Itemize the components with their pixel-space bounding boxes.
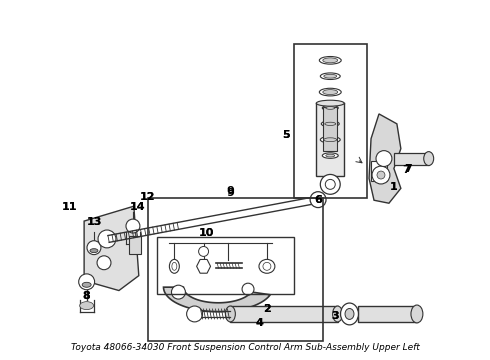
Text: 12: 12 bbox=[140, 192, 155, 202]
Bar bbox=[371, 161, 387, 181]
Text: 13: 13 bbox=[86, 217, 101, 227]
Ellipse shape bbox=[317, 100, 344, 106]
Bar bbox=[147, 198, 323, 341]
Polygon shape bbox=[84, 206, 139, 291]
Bar bbox=[294, 44, 367, 198]
Text: 6: 6 bbox=[314, 195, 322, 204]
Ellipse shape bbox=[322, 153, 338, 158]
Ellipse shape bbox=[341, 303, 359, 325]
Text: 8: 8 bbox=[83, 291, 91, 301]
Ellipse shape bbox=[80, 302, 94, 310]
Bar bbox=[230, 306, 338, 322]
Text: 7: 7 bbox=[404, 163, 412, 174]
Text: 2: 2 bbox=[263, 304, 271, 314]
Bar bbox=[317, 103, 344, 176]
Text: 12: 12 bbox=[140, 192, 155, 202]
Text: 4: 4 bbox=[256, 318, 264, 328]
Bar bbox=[323, 107, 337, 152]
Circle shape bbox=[126, 219, 140, 233]
Circle shape bbox=[320, 175, 340, 194]
Ellipse shape bbox=[424, 152, 434, 166]
Ellipse shape bbox=[323, 90, 338, 95]
Ellipse shape bbox=[324, 138, 337, 141]
Circle shape bbox=[376, 150, 392, 167]
Circle shape bbox=[242, 283, 254, 295]
Ellipse shape bbox=[319, 57, 341, 64]
Circle shape bbox=[310, 192, 326, 208]
Ellipse shape bbox=[326, 107, 335, 109]
Ellipse shape bbox=[319, 88, 341, 96]
Circle shape bbox=[198, 247, 209, 256]
Text: 11: 11 bbox=[62, 202, 77, 212]
Text: 5: 5 bbox=[283, 130, 290, 140]
Text: 4: 4 bbox=[256, 318, 264, 328]
Text: 9: 9 bbox=[226, 186, 234, 197]
PathPatch shape bbox=[164, 287, 270, 312]
Text: Toyota 48066-34030 Front Suspension Control Arm Sub-Assembly Upper Left: Toyota 48066-34030 Front Suspension Cont… bbox=[71, 343, 419, 352]
Ellipse shape bbox=[325, 122, 336, 126]
Ellipse shape bbox=[320, 73, 340, 80]
Text: 5: 5 bbox=[283, 130, 290, 140]
Ellipse shape bbox=[323, 58, 338, 63]
Text: 6: 6 bbox=[314, 195, 322, 204]
Ellipse shape bbox=[411, 305, 423, 323]
Text: 2: 2 bbox=[263, 304, 271, 314]
Circle shape bbox=[172, 285, 185, 299]
Circle shape bbox=[97, 256, 111, 270]
Ellipse shape bbox=[90, 249, 98, 253]
Polygon shape bbox=[196, 260, 211, 273]
Text: 10: 10 bbox=[198, 228, 214, 238]
Ellipse shape bbox=[259, 260, 275, 273]
Text: 3: 3 bbox=[331, 311, 339, 321]
Polygon shape bbox=[369, 114, 401, 203]
Bar bbox=[129, 236, 141, 254]
Ellipse shape bbox=[322, 105, 338, 111]
Text: 13: 13 bbox=[86, 217, 101, 227]
Ellipse shape bbox=[333, 306, 343, 322]
Ellipse shape bbox=[324, 74, 337, 78]
Circle shape bbox=[325, 179, 335, 189]
Ellipse shape bbox=[321, 121, 339, 127]
Text: 8: 8 bbox=[83, 291, 91, 301]
Text: 3: 3 bbox=[331, 311, 339, 321]
Ellipse shape bbox=[263, 262, 271, 270]
Ellipse shape bbox=[345, 309, 354, 319]
Text: 9: 9 bbox=[226, 188, 234, 198]
Bar bbox=[157, 237, 294, 294]
Circle shape bbox=[98, 230, 116, 248]
Text: 14: 14 bbox=[130, 202, 146, 212]
Circle shape bbox=[87, 241, 101, 255]
Circle shape bbox=[79, 274, 95, 290]
Ellipse shape bbox=[170, 260, 179, 273]
Circle shape bbox=[187, 306, 202, 322]
Text: 7: 7 bbox=[402, 165, 410, 175]
Ellipse shape bbox=[225, 306, 235, 322]
Text: 1: 1 bbox=[390, 182, 397, 192]
Text: 14: 14 bbox=[130, 202, 146, 212]
Circle shape bbox=[372, 166, 390, 184]
Ellipse shape bbox=[326, 154, 335, 157]
Circle shape bbox=[377, 171, 385, 179]
Ellipse shape bbox=[172, 262, 177, 270]
Text: 10: 10 bbox=[198, 228, 214, 238]
Bar bbox=[394, 153, 429, 165]
Ellipse shape bbox=[82, 282, 91, 287]
Text: 1: 1 bbox=[390, 182, 397, 192]
Ellipse shape bbox=[320, 136, 340, 143]
Text: 11: 11 bbox=[62, 202, 77, 212]
Bar bbox=[359, 306, 417, 322]
